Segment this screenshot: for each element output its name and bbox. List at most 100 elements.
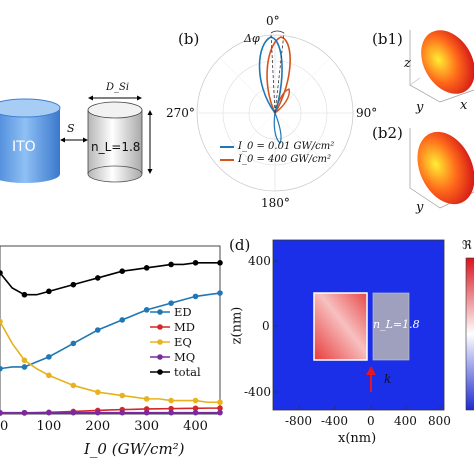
- gap-label: S: [67, 122, 75, 135]
- point-MQ: [21, 409, 28, 416]
- point-EQ: [94, 389, 101, 395]
- point-ED: [217, 290, 223, 296]
- b2-axis-y: y: [416, 200, 424, 215]
- d-rect-label: n_L=1.8: [373, 318, 420, 331]
- polar-plot: [196, 30, 354, 192]
- point-total: [0, 270, 3, 276]
- point-EQ: [192, 397, 199, 404]
- point-ED: [0, 365, 3, 372]
- point-MD: [168, 405, 174, 412]
- ito-cylinder: [0, 108, 60, 174]
- b1-axis-y: y: [416, 100, 424, 115]
- b1-axis-x: x: [460, 98, 468, 113]
- point-ED: [192, 293, 199, 300]
- polar-legend: I_0 = 0.01 GW/cm² I_0 = 400 GW/cm²: [220, 140, 334, 166]
- series-line-ED: [0, 292, 221, 370]
- d-xtick: -400: [321, 414, 348, 428]
- legend-label-ED: ED: [174, 305, 192, 319]
- panel-b2-label: (b2): [372, 124, 403, 142]
- point-total: [143, 265, 150, 271]
- point-EQ: [21, 357, 28, 364]
- d-xtick: 800: [428, 414, 451, 428]
- legend-marker-MQ: [157, 354, 163, 360]
- point-ED: [143, 307, 150, 313]
- legend-label-total: total: [174, 365, 201, 379]
- point-MQ: [119, 409, 126, 416]
- x-tick-label: 200: [85, 419, 110, 434]
- point-MQ: [192, 409, 199, 416]
- point-ED: [119, 317, 126, 323]
- angle-90: 90°: [356, 106, 378, 120]
- d-ytick: 400: [248, 254, 271, 268]
- point-MQ: [94, 409, 101, 416]
- panel-b1-label: (b1): [372, 30, 403, 48]
- point-ED: [168, 300, 174, 306]
- chart-xlabel: I_0 (GW/cm²): [84, 440, 185, 458]
- point-MQ: [168, 409, 174, 416]
- point-MQ: [46, 409, 52, 416]
- angle-0: 0°: [266, 14, 280, 28]
- point-total: [119, 268, 126, 274]
- radiation-3d-plots: [409, 30, 474, 209]
- d-xlabel: x(nm): [338, 431, 377, 446]
- legend-label-MD: MD: [174, 320, 195, 334]
- legend-marker-total: [157, 369, 163, 375]
- plot-frame: [0, 245, 221, 415]
- point-EQ: [70, 382, 77, 389]
- point-MQ: [143, 409, 150, 416]
- point-MD: [192, 405, 199, 412]
- angle-180: 180°: [261, 196, 290, 210]
- d-xtick: 400: [394, 414, 417, 428]
- legend-label-MQ: MQ: [174, 350, 195, 364]
- colorbar: [465, 257, 474, 411]
- series-line-total: [0, 261, 220, 296]
- series-line-EQ: [0, 321, 220, 404]
- nl-label: n_L=1.8: [91, 140, 141, 154]
- x-tick-label: 100: [36, 419, 61, 434]
- x-tick-label: 0: [0, 419, 8, 434]
- angle-270: 270°: [166, 106, 195, 120]
- point-ED: [21, 364, 28, 370]
- point-total: [46, 288, 52, 295]
- point-MQ: [0, 409, 3, 416]
- nl-region: [372, 292, 410, 361]
- x-tick-label: 300: [134, 419, 159, 434]
- panel-d-label: (d): [229, 236, 251, 254]
- point-EQ: [0, 318, 3, 325]
- point-ED: [70, 340, 77, 347]
- d-k-label: k: [384, 372, 392, 386]
- point-ED: [46, 354, 52, 360]
- point-EQ: [119, 392, 126, 399]
- point-EQ: [143, 396, 150, 402]
- point-MQ: [217, 409, 223, 416]
- legend-marker-MD: [157, 324, 163, 330]
- nl-cylinder: [88, 110, 142, 174]
- legend-label-EQ: EQ: [174, 335, 192, 349]
- point-EQ: [217, 399, 223, 406]
- point-total: [192, 260, 199, 266]
- x-tick-label: 400: [183, 419, 208, 434]
- d-xtick: 0: [367, 414, 375, 428]
- point-ED: [94, 327, 101, 333]
- panel-a-illustration: [0, 95, 153, 183]
- d-ytick: -400: [244, 385, 271, 399]
- point-total: [168, 261, 174, 268]
- point-MD: [217, 405, 223, 411]
- point-total: [217, 260, 223, 266]
- point-EQ: [168, 397, 174, 404]
- delta-phi-label: Δφ: [244, 32, 260, 45]
- point-MQ: [70, 409, 77, 416]
- point-EQ: [46, 372, 52, 379]
- lobe-high-intensity: [266, 36, 291, 115]
- point-total: [94, 275, 101, 281]
- colorbar-label: ℜ: [462, 238, 472, 252]
- point-total: [21, 291, 28, 298]
- legend-entry: I_0 = 400 GW/cm²: [220, 153, 334, 166]
- diameter-label: D_Si: [106, 82, 130, 93]
- ito-label: ITO: [12, 139, 36, 155]
- point-total: [70, 281, 77, 288]
- ito-region: [313, 292, 368, 361]
- legend-marker-ED: [157, 309, 163, 315]
